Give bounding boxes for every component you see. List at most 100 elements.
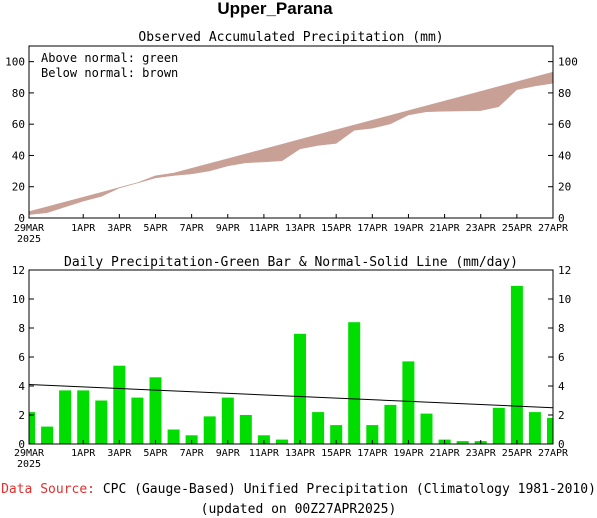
x-tick-label: 27APR [538,448,569,459]
daily-bar [420,413,433,444]
daily-bar [77,390,90,444]
daily-bar [276,439,288,444]
x-tick-label: 13APR [285,448,316,459]
x-tick-label: 21APR [430,448,461,459]
x-tick-label: 1APR [71,223,96,234]
x-tick-label: 29MAR [14,448,45,459]
daily-bar [29,412,35,444]
annotation-above: Above normal: green [41,51,178,65]
daily-bar [456,441,469,444]
x-tick-label: 27APR [538,223,569,234]
x-tick-label: 13APR [285,223,316,234]
x-tick-label: 5APR [143,448,168,459]
x-tick-label: 7APR [180,448,205,459]
daily-bar [149,377,162,444]
x-tick-label: 1APR [71,448,96,459]
daily-bar [257,435,270,444]
daily-bar [528,412,541,444]
y-tick-label: 6 [18,351,25,364]
y-tick-label-right: 0 [558,212,565,225]
daily-bar [167,429,180,444]
accumulated-precip-panel: Observed Accumulated Precipitation (mm) A… [5,30,578,245]
x-tick-label: 19APR [393,223,424,234]
daily-bar [384,404,397,444]
daily-bar [221,397,234,444]
x-tick-label: 21APR [430,223,461,234]
y-tick-label-right: 6 [558,351,565,364]
daily-bar [510,285,523,444]
y-tick-label-right: 100 [558,56,578,69]
y-tick-label: 40 [12,149,25,162]
y-tick-label: 80 [12,87,25,100]
daily-bar [492,407,505,445]
y-tick-label-right: 40 [558,149,571,162]
x-tick-label: 3APR [107,223,132,234]
daily-bar [95,400,108,444]
daily-bar [294,333,306,444]
daily-bar [59,390,72,444]
panel-title: Daily Precipitation-Green Bar & Normal-S… [64,255,518,270]
y-tick-label-right: 60 [558,118,571,131]
x-tick-label: 25APR [502,223,533,234]
plot-frame [28,269,554,445]
x-tick-label: 15APR [321,223,352,234]
y-tick-label: 0 [18,438,25,451]
y-tick-label: 2 [18,409,25,422]
y-tick-label-right: 8 [558,322,565,335]
x-tick-label: 25APR [502,448,533,459]
data-source-label: Data Source: [1,482,95,497]
daily-bar [330,425,343,444]
daily-bar [131,397,144,444]
x-tick-label: 17APR [357,223,388,234]
y-tick-label: 8 [18,322,25,335]
plot-frame [28,45,554,219]
daily-bar [547,417,553,444]
daily-bar [203,416,216,444]
panel-title: Observed Accumulated Precipitation (mm) [138,30,443,45]
x-tick-label: 19APR [393,448,424,459]
x-tick-label: 15APR [321,448,352,459]
x-tick-label: 23APR [466,448,497,459]
y-tick-label-right: 12 [558,264,571,277]
x-tick-label: 5APR [143,223,168,234]
daily-bar [239,415,252,444]
main-title: Upper_Parana [217,0,333,18]
y-tick-label-right: 2 [558,409,565,422]
y-tick-label-right: 10 [558,293,571,306]
x-tick-label: 23APR [466,223,497,234]
x-tick-label: 7APR [180,223,205,234]
y-tick-label: 60 [12,118,25,131]
daily-bar [366,425,379,444]
normal-line [28,384,554,409]
x-year-label: 2025 [17,459,41,470]
updated-line: (updated on 00Z27APR2025) [200,502,397,517]
y-tick-label: 100 [5,56,25,69]
y-tick-label: 4 [18,380,25,393]
daily-bar [312,412,325,444]
y-tick-label-right: 20 [558,181,571,194]
y-tick-label: 20 [12,181,25,194]
daily-precip-panel: Daily Precipitation-Green Bar & Normal-S… [12,255,572,470]
y-tick-label-right: 0 [558,438,565,451]
x-tick-label: 17APR [357,448,388,459]
data-source-line: Data Source: CPC (Gauge-Based) Unified P… [0,482,597,497]
x-tick-label: 11APR [249,448,280,459]
x-tick-label: 3APR [107,448,132,459]
y-tick-label-right: 4 [558,380,565,393]
daily-bar [402,361,415,444]
daily-bar [113,365,126,444]
annotation-below: Below normal: brown [41,66,178,80]
x-tick-label: 9APR [216,223,241,234]
x-tick-label: 29MAR [14,223,45,234]
data-source-text: CPC (Gauge-Based) Unified Precipitation … [95,482,596,497]
daily-bar [185,435,198,444]
x-tick-label: 11APR [249,223,280,234]
x-tick-label: 9APR [216,448,241,459]
daily-bar [348,322,361,444]
daily-bar [41,426,54,444]
y-tick-label: 10 [12,293,25,306]
below-normal-area [28,71,554,215]
y-tick-label: 12 [12,264,25,277]
y-tick-label: 0 [18,212,25,225]
